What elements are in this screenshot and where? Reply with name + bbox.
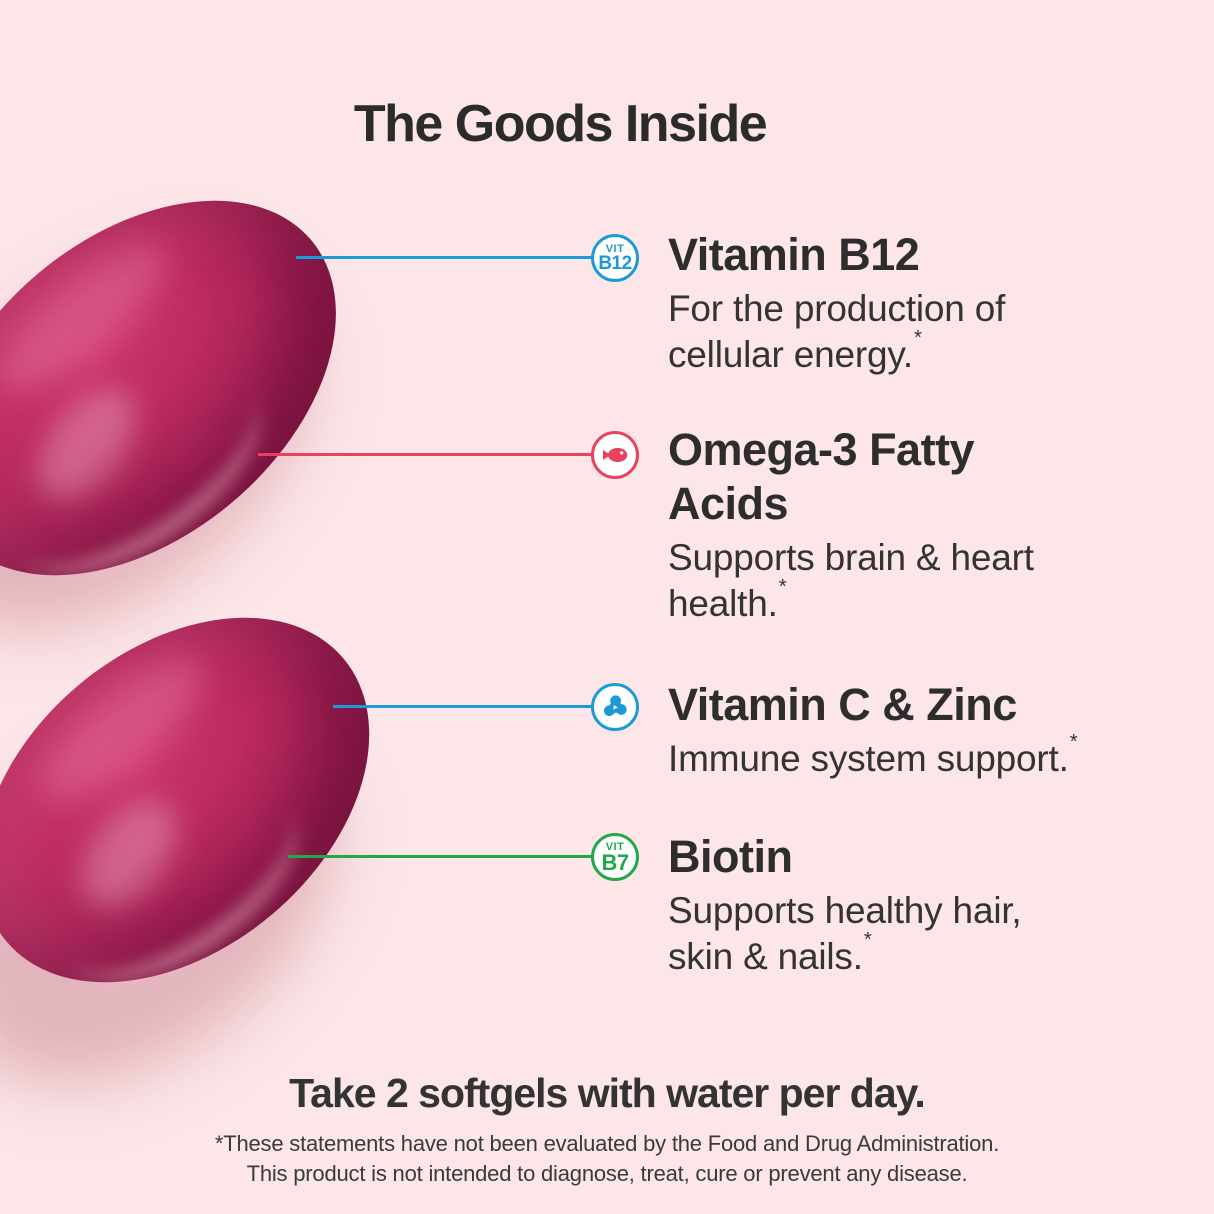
callout-heading: Vitamin C & Zinc: [668, 678, 1213, 732]
footnote-marker: *: [1069, 730, 1078, 753]
callout-heading: Biotin: [668, 830, 1213, 884]
vitamin-b12-badge-icon: VIT B12: [591, 234, 639, 282]
callout-description: Immune system support.*: [668, 730, 1213, 782]
callout-heading-line: Biotin: [668, 831, 793, 882]
fish-icon-glyph: [603, 447, 628, 463]
callout-desc-line: For the production of: [668, 288, 1006, 329]
badge-top-label: VIT: [605, 243, 625, 255]
softgel-capsule-top: [0, 125, 408, 651]
callout-desc-line: health.*: [668, 575, 787, 624]
callout-heading: Vitamin B12: [668, 228, 1213, 282]
callout-line-omega-3: [258, 453, 593, 456]
capsule-highlight: [18, 371, 155, 518]
footnote-marker: *: [778, 575, 787, 598]
badge-main-label: B12: [598, 253, 632, 274]
capsule-highlight: [0, 222, 187, 414]
capsule-highlight: [21, 637, 224, 824]
callout-desc-line: cellular energy.*: [668, 326, 922, 375]
callout-omega-3: Omega-3 Fatty Acids Supports brain & hea…: [668, 423, 1213, 627]
molecule-icon-glyph: [604, 695, 627, 717]
badge-main-label: B7: [601, 850, 629, 875]
callout-heading: Omega-3 Fatty Acids: [668, 423, 1213, 531]
footnote-marker: *: [913, 326, 922, 349]
vitamin-b7-badge-icon: VIT B7: [591, 833, 639, 881]
disclaimer-line: This product is not intended to diagnose…: [246, 1161, 968, 1186]
callout-vitamin-b12: Vitamin B12 For the production of cellul…: [668, 228, 1213, 378]
callout-description: For the production of cellular energy.*: [668, 286, 1213, 378]
callout-desc-line: Supports brain & heart: [668, 537, 1034, 578]
callout-desc-line: skin & nails.*: [668, 928, 872, 977]
callout-line-vitamin-b12: [296, 256, 593, 259]
molecule-icon: [591, 683, 639, 731]
callout-vitamin-c-zinc: Vitamin C & Zinc Immune system support.*: [668, 678, 1213, 782]
fish-icon: [591, 431, 639, 479]
fda-disclaimer: *These statements have not been evaluate…: [0, 1129, 1214, 1189]
callout-heading-line: Vitamin C & Zinc: [668, 679, 1017, 730]
callout-description: Supports healthy hair, skin & nails.*: [668, 888, 1213, 980]
callout-line-biotin: [288, 855, 593, 858]
dosage-instruction: Take 2 softgels with water per day.: [289, 1070, 926, 1116]
disclaimer-line: *These statements have not been evaluate…: [214, 1131, 1000, 1156]
callout-desc-line: Supports healthy hair,: [668, 890, 1022, 931]
callout-heading-line: Acids: [668, 478, 789, 529]
footnote-marker: *: [863, 928, 872, 951]
badge-top-label: VIT: [605, 841, 625, 853]
callout-biotin: Biotin Supports healthy hair, skin & nai…: [668, 830, 1213, 980]
callout-heading-line: Vitamin B12: [668, 229, 920, 280]
callout-description: Supports brain & heart health.*: [668, 535, 1213, 627]
capsule-highlight: [62, 783, 196, 926]
page-title: The Goods Inside: [353, 95, 768, 153]
callout-heading-line: Omega-3 Fatty: [668, 424, 975, 475]
callout-line-vitamin-c-zinc: [333, 705, 593, 708]
callout-desc-line: Immune system support.*: [668, 730, 1078, 779]
